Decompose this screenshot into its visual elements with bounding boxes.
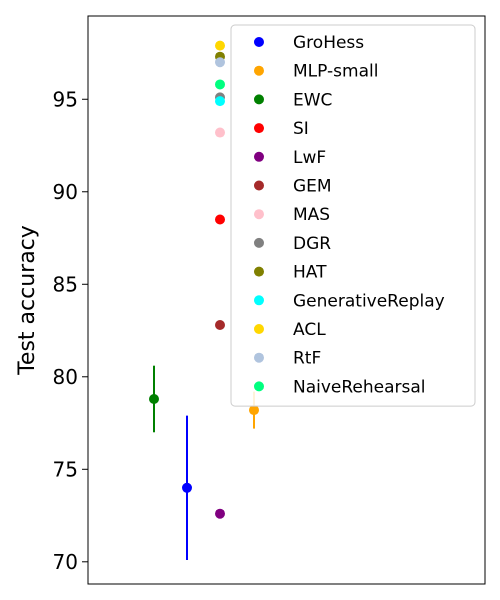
y-tick-label: 90 [53,180,78,204]
data-point-2 [149,393,159,404]
y-tick-label: 75 [53,457,78,481]
data-point-0 [182,482,192,493]
legend-label-1: MLP-small [293,62,378,82]
legend-marker-5 [254,180,264,191]
legend-label-2: EWC [293,90,332,110]
legend-marker-7 [254,237,264,248]
data-points [149,40,259,560]
data-point-12 [215,79,225,90]
legend-label-0: GroHess [293,33,364,53]
legend-marker-12 [254,381,264,392]
legend-label-7: DGR [293,234,331,254]
legend-marker-4 [254,151,264,162]
data-point-3 [215,214,225,225]
legend-marker-11 [254,352,264,363]
data-point-9 [215,96,225,107]
legend-label-5: GEM [293,177,332,197]
legend-label-9: GenerativeReplay [293,291,445,311]
legend-label-6: MAS [293,205,330,225]
legend-label-3: SI [293,119,309,139]
y-axis: 70 75 80 85 90 95 [53,87,88,574]
legend-label-4: LwF [293,148,326,168]
y-tick-label: 95 [53,87,78,111]
legend-label-8: HAT [293,263,327,283]
y-tick-label: 85 [53,272,78,296]
y-tick-label: 70 [53,550,78,574]
data-point-4 [215,508,225,519]
legend-marker-3 [254,123,264,134]
legend: GroHess MLP-small EWC SI LwF GEM MAS DGR HAT Gene… [230,24,476,407]
legend-marker-9 [254,295,264,306]
data-point-6 [215,127,225,138]
legend-label-10: ACL [293,320,326,340]
legend-marker-0 [254,37,264,47]
data-point-10 [215,40,225,51]
legend-marker-10 [254,324,264,334]
legend-marker-2 [254,94,264,105]
data-point-5 [215,319,225,330]
legend-marker-6 [254,209,264,220]
y-axis-label: Test accuracy [15,225,40,376]
legend-marker-1 [254,65,264,76]
legend-label-11: RtF [293,349,321,369]
legend-box [230,24,476,407]
data-point-11 [215,57,225,68]
legend-label-12: NaiveRehearsal [293,377,426,397]
y-tick-label: 80 [53,365,78,389]
legend-marker-8 [254,266,264,277]
data-point-1 [249,405,259,416]
